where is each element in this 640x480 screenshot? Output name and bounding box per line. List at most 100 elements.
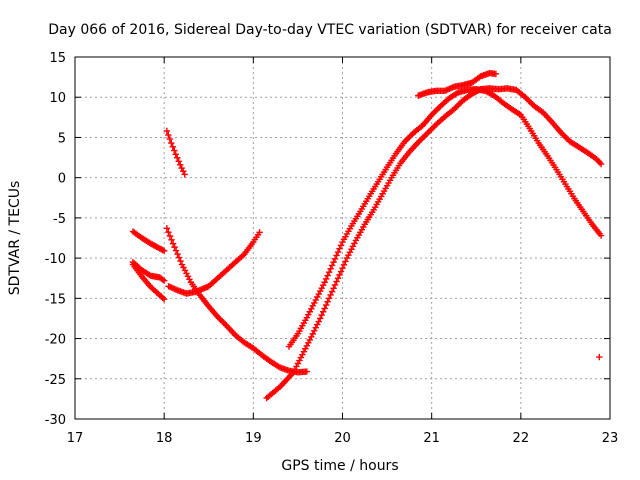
data-point-plus	[327, 291, 334, 299]
data-point-plus	[404, 135, 412, 142]
data-point-plus	[422, 131, 429, 139]
data-point-plus	[220, 319, 227, 326]
data-point-plus	[429, 124, 437, 131]
data-point-plus	[322, 275, 330, 283]
data-point-plus	[318, 284, 325, 292]
data-point-plus	[331, 255, 339, 262]
data-point-plus	[330, 258, 337, 266]
data-point-plus	[328, 262, 336, 269]
tick-labels: 17 18 19 20 21 22 23 -30 -25 -20 -15 -10 -5 0 5 10 15	[45, 51, 619, 446]
data-point-plus	[562, 133, 569, 141]
data-point-plus	[322, 301, 330, 309]
data-point-plus	[324, 272, 331, 279]
x-tick-label: 20	[334, 431, 351, 446]
data-point-plus	[343, 254, 351, 262]
data-point-plus	[172, 151, 179, 158]
data-point-plus	[294, 360, 302, 367]
x-axis-label: GPS time / hours	[281, 458, 398, 474]
data-point-plus	[403, 136, 410, 144]
data-point-plus	[312, 324, 319, 331]
data-point-plus	[319, 308, 327, 315]
y-tick-label: 15	[49, 51, 66, 66]
data-point-plus	[559, 130, 566, 138]
data-point-plus	[181, 171, 188, 178]
data-point-plus	[218, 318, 226, 325]
data-point-plus	[175, 158, 182, 165]
data-point-plus	[165, 131, 172, 139]
data-point-plus	[305, 311, 312, 318]
data-point-plus	[178, 164, 185, 172]
data-point-plus	[309, 302, 316, 310]
data-point-plus	[319, 281, 327, 289]
data-point-plus	[336, 245, 343, 252]
data-point-plus	[171, 243, 178, 251]
x-tick-label: 21	[423, 431, 440, 446]
data-point-plus	[407, 132, 415, 139]
data-point-plus	[177, 257, 184, 265]
data-point-plus	[318, 311, 325, 319]
data-point-plus	[333, 278, 340, 285]
x-tick-label: 19	[245, 431, 262, 446]
data-point-plus	[297, 354, 305, 361]
data-point-plus	[300, 348, 308, 355]
y-tick-label: -25	[45, 373, 66, 388]
data-point-plus	[311, 299, 318, 307]
data-point-plus	[349, 243, 357, 250]
data-point-plus	[181, 267, 189, 274]
data-point-plus	[348, 246, 355, 253]
data-point-plus	[424, 130, 431, 137]
data-point-plus	[168, 236, 175, 244]
data-point-plus	[492, 70, 500, 78]
data-point-plus	[331, 281, 339, 289]
data-point-plus	[428, 125, 435, 133]
data-point-plus	[416, 137, 423, 144]
data-point-plus	[177, 161, 184, 168]
data-point-plus	[166, 232, 174, 240]
data-point-plus	[172, 247, 180, 254]
data-point-plus	[305, 339, 312, 347]
data-point-plus	[308, 333, 315, 341]
data-point-plus	[324, 298, 331, 305]
chart-title: Day 066 of 2016, Sidereal Day-to-day VTE…	[48, 22, 612, 38]
data-point-plus	[528, 99, 535, 107]
data-point-plus	[526, 98, 533, 105]
data-point-plus	[421, 133, 428, 140]
data-point-plus	[342, 258, 349, 265]
data-point-plus	[596, 353, 603, 361]
data-point-plus	[597, 160, 605, 168]
data-point-plus	[306, 336, 314, 344]
data-point-plus	[169, 240, 177, 247]
data-point-plus	[160, 295, 168, 303]
data-point-plus	[166, 135, 174, 143]
data-point-plus	[169, 143, 176, 151]
data-point-plus	[315, 290, 322, 298]
data-point-plus	[186, 276, 193, 283]
data-point-plus	[317, 315, 324, 322]
data-points	[129, 69, 605, 402]
data-point-plus	[180, 264, 187, 271]
data-point-plus	[293, 363, 300, 370]
data-point-plus	[337, 268, 345, 275]
data-point-plus	[221, 321, 229, 328]
data-point-plus	[160, 277, 168, 284]
data-point-plus	[163, 225, 171, 232]
data-point-plus	[333, 252, 340, 259]
data-point-plus	[256, 229, 263, 236]
data-point-plus	[351, 240, 358, 247]
x-tick-label: 23	[602, 431, 619, 446]
data-point-plus	[179, 168, 187, 175]
data-point-plus	[337, 242, 345, 249]
data-point-plus	[563, 135, 571, 142]
data-point-plus	[168, 139, 175, 147]
data-point-plus	[339, 264, 346, 272]
data-point-plus	[303, 368, 311, 375]
data-point-plus	[165, 228, 172, 236]
data-point-plus	[215, 315, 223, 322]
x-tick-label: 17	[67, 431, 84, 446]
y-axis-label: SDTVAR / TECUs	[7, 181, 23, 296]
data-point-plus	[325, 295, 333, 302]
data-point-plus	[330, 285, 337, 292]
data-point-plus	[432, 107, 440, 114]
data-point-plus	[431, 108, 438, 116]
data-point-plus	[406, 133, 413, 141]
